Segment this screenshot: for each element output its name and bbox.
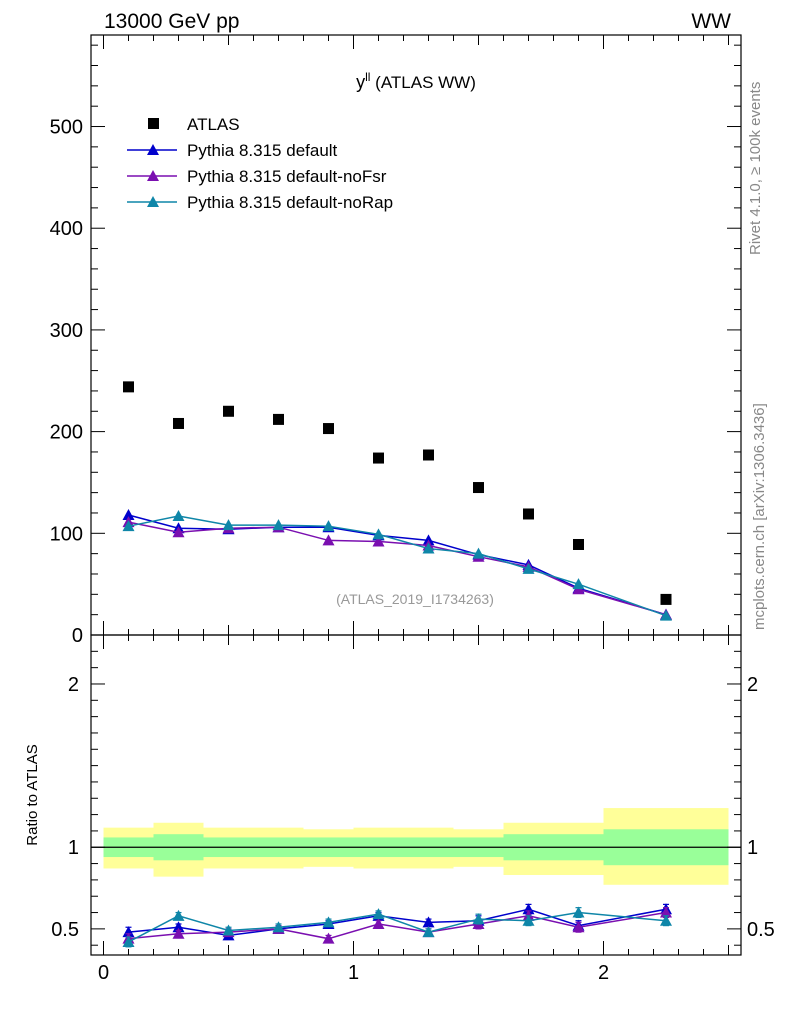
- ratio-y-tick-label: 0.5: [51, 919, 79, 941]
- atlas-data-point: [223, 405, 234, 417]
- main-y-tick-label: 500: [50, 117, 83, 139]
- ratio-data-point: [522, 914, 535, 926]
- ratio-data-point: [572, 921, 585, 933]
- ratio-data-point: [172, 921, 185, 933]
- ratio-data-point: [522, 903, 535, 915]
- x-tick-label: 1: [348, 962, 359, 984]
- rivet-version-label: Rivet 4.1.0, ≥ 100k events: [747, 82, 764, 255]
- mc-data-point: [322, 534, 335, 546]
- mc-data-point: [172, 510, 185, 522]
- main-y-tick-label: 400: [50, 218, 83, 240]
- atlas-data-point: [273, 413, 284, 425]
- ratio-series-line: [128, 911, 667, 940]
- ratio-y-tick-label-right: 2: [747, 674, 758, 696]
- legend-square-marker: [148, 118, 159, 129]
- x-tick-label: 2: [598, 962, 609, 984]
- ratio-data-point: [372, 917, 385, 929]
- ratio-y-tick-label: 1: [68, 837, 79, 859]
- main-y-tick-label: 100: [50, 523, 83, 545]
- legend-triangle-marker: [147, 144, 159, 155]
- legend-entry: Pythia 8.315 default: [127, 141, 338, 160]
- ratio-data-point: [272, 921, 285, 933]
- mc-data-point: [472, 547, 485, 559]
- ratio-data-point: [172, 909, 185, 921]
- ratio-data-point: [322, 932, 335, 944]
- ratio-y-tick-label-right: 1: [747, 837, 758, 859]
- ratio-data-point: [472, 913, 485, 925]
- legend-entry: ATLAS: [148, 115, 240, 134]
- mc-data-point: [222, 519, 235, 531]
- mc-data-point: [372, 528, 385, 540]
- legend-entry: Pythia 8.315 default-noRap: [127, 193, 393, 212]
- analysis-id-label: (ATLAS_2019_I1734263): [336, 591, 494, 607]
- mc-data-point: [522, 562, 535, 574]
- mc-data-point: [122, 520, 135, 532]
- legend-triangle-marker: [147, 196, 159, 207]
- ratio-data-point: [122, 935, 135, 947]
- legend-label: ATLAS: [187, 115, 240, 134]
- mc-data-point: [172, 526, 185, 538]
- legend-label: Pythia 8.315 default-noFsr: [187, 167, 387, 186]
- ratio-bands: [103, 808, 729, 885]
- series-layer: [122, 381, 672, 948]
- mc-data-point: [660, 609, 672, 621]
- x-tick-label: 0: [98, 962, 109, 984]
- ratio-data-point: [172, 927, 185, 939]
- atlas-data-point: [523, 508, 534, 520]
- legend-triangle-marker: [147, 170, 159, 181]
- legend-label: Pythia 8.315 default: [187, 141, 338, 160]
- mc-data-point: [322, 520, 335, 532]
- ratio-data-point: [322, 916, 335, 928]
- legend-label: Pythia 8.315 default-noRap: [187, 193, 393, 212]
- ratio-panel-series: [122, 903, 672, 948]
- mc-data-point: [272, 519, 285, 531]
- mc-data-point: [122, 509, 135, 520]
- legend: ATLAS Pythia 8.315 default Pythia 8.315 de…: [127, 115, 393, 212]
- atlas-data-point: [473, 482, 484, 494]
- axes-layer: 0 100 200 300 400 500 0 1 2 0.5 0.5 1 1 2 2: [50, 35, 775, 984]
- atlas-data-point: [373, 452, 384, 464]
- mc-data-point: [422, 542, 435, 554]
- ratio-data-point: [372, 908, 385, 920]
- ratio-y-tick-label: 2: [68, 674, 79, 696]
- main-y-tick-label: 300: [50, 320, 83, 342]
- atlas-data-point: [660, 593, 672, 605]
- mc-data-point: [572, 578, 585, 590]
- mcplots-label: mcplots.cern.ch [arXiv:1306.3436]: [751, 403, 768, 630]
- ratio-data-point: [572, 906, 585, 918]
- ratio-data-point: [422, 926, 435, 938]
- atlas-data-point: [323, 423, 334, 435]
- main-y-tick-label: 200: [50, 422, 83, 444]
- mc-data-point: [372, 535, 385, 547]
- plot-title-var: y: [356, 72, 365, 92]
- main-panel-series: [122, 381, 672, 621]
- plot-title-rest: (ATLAS WW): [370, 73, 475, 92]
- ratio-panel-frame: [90, 634, 742, 956]
- ratio-data-point: [660, 914, 672, 926]
- ratio-y-axis-label: Ratio to ATLAS: [24, 744, 41, 845]
- atlas-data-point: [123, 381, 134, 393]
- atlas-data-point: [423, 449, 434, 461]
- legend-entry: Pythia 8.315 default-noFsr: [127, 167, 387, 186]
- ratio-data-point: [422, 916, 435, 928]
- main-y-tick-label: 0: [72, 625, 83, 647]
- header-process-label: WW: [691, 10, 731, 33]
- ratio-data-point: [660, 906, 672, 918]
- ratio-data-point: [222, 924, 235, 936]
- plot-title: yll (ATLAS WW): [356, 70, 476, 92]
- plot-title-sup: ll: [365, 70, 370, 84]
- ratio-y-tick-label-right: 0.5: [747, 919, 775, 941]
- ratio-data-point: [122, 926, 135, 938]
- atlas-data-point: [173, 417, 184, 429]
- atlas-data-point: [573, 538, 584, 550]
- header-energy-label: 13000 GeV pp: [104, 10, 239, 33]
